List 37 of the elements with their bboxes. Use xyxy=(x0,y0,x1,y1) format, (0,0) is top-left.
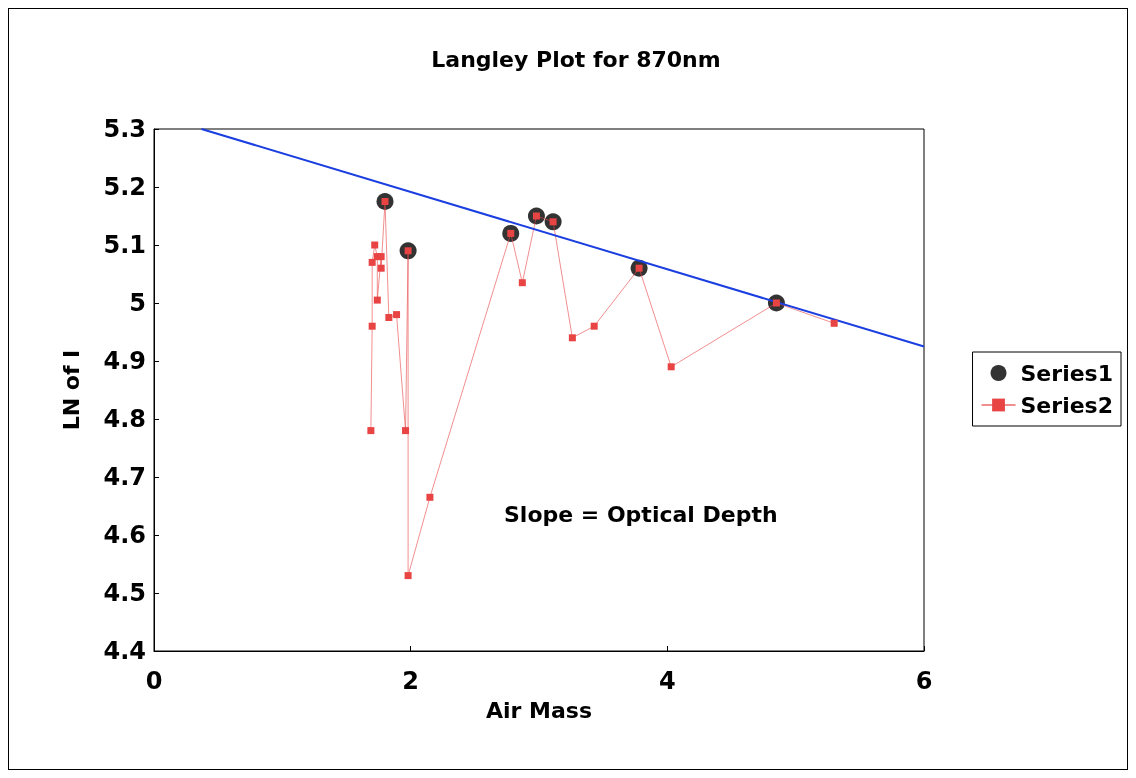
y-tick-label: 5.3 xyxy=(103,115,146,143)
annotation: Slope = Optical Depth xyxy=(504,501,778,527)
point xyxy=(568,334,576,342)
y-tick-label: 5.2 xyxy=(103,173,146,201)
point xyxy=(402,427,410,435)
x-axis-title: Air Mass xyxy=(485,697,593,723)
y-tick-label: 4.8 xyxy=(103,405,146,433)
y-tick-label: 4.6 xyxy=(103,521,146,549)
y-tick-label: 4.5 xyxy=(103,579,146,607)
point xyxy=(377,264,385,272)
point xyxy=(404,572,412,580)
point xyxy=(590,322,598,330)
x-tick-label: 2 xyxy=(402,667,420,695)
legend-label: Series1 xyxy=(1020,360,1113,386)
point xyxy=(368,322,376,330)
legend-label: Series2 xyxy=(1020,392,1113,418)
x-tick-label: 0 xyxy=(145,667,163,695)
y-tick-label: 4.4 xyxy=(103,637,146,665)
point xyxy=(830,319,838,327)
y-tick-label: 4.9 xyxy=(103,347,146,375)
point xyxy=(371,241,379,249)
point xyxy=(385,314,393,321)
x-tick-label: 4 xyxy=(658,667,676,695)
x-tick-label: 6 xyxy=(915,667,933,695)
point xyxy=(426,493,434,501)
y-tick-label: 5 xyxy=(129,289,146,317)
point xyxy=(368,258,376,266)
point xyxy=(367,427,375,435)
point xyxy=(393,311,401,319)
point xyxy=(518,279,526,287)
point xyxy=(373,296,381,304)
y-tick-label: 4.7 xyxy=(103,463,146,491)
y-axis-title: LN of I xyxy=(58,349,84,431)
point xyxy=(667,363,675,371)
point xyxy=(377,253,385,261)
y-tick-label: 5.1 xyxy=(103,231,146,259)
chart-title: Langley Plot for 870nm xyxy=(431,46,721,72)
